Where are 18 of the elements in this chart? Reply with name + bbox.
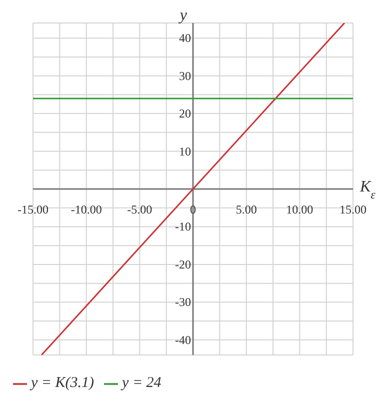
y-tick-label: 10 bbox=[179, 144, 191, 158]
y-tick-label: -30 bbox=[175, 295, 191, 310]
y-tick-label: 30 bbox=[179, 68, 191, 83]
x-tick-label: -15.00 bbox=[18, 202, 48, 216]
y-tick-label: -40 bbox=[175, 332, 191, 347]
x-tick-label: 15.00 bbox=[340, 202, 366, 216]
y-tick-label: 20 bbox=[179, 106, 191, 121]
y-tick-label: 40 bbox=[179, 31, 191, 46]
x-tick-label: -10.00 bbox=[70, 202, 102, 216]
x-axis-title: K$_{ε}$ bbox=[359, 178, 376, 202]
x-tick-label: -5.00 bbox=[127, 202, 152, 216]
y-axis-title: y bbox=[178, 7, 188, 24]
legend-label: y = K(3.1) bbox=[31, 375, 94, 391]
y-tick-label: -20 bbox=[175, 257, 191, 272]
x-tick-label: 5.00 bbox=[236, 202, 257, 216]
legend-label: y = 24 bbox=[122, 375, 162, 391]
x-tick-label: 10.00 bbox=[286, 202, 314, 216]
y-tick-label: -10 bbox=[175, 220, 191, 234]
